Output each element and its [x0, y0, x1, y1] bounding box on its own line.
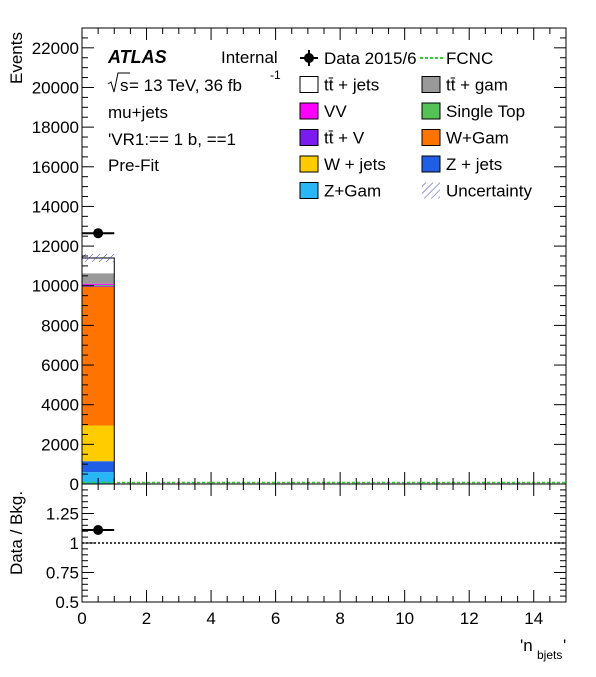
legend-marker — [304, 53, 314, 63]
x-tick-label-0: 0 — [77, 609, 86, 628]
main-y-axis: 0 2000 4000 6000 8000 10000 12000 14000 16000 180… — [32, 27, 566, 494]
data-points — [82, 228, 115, 239]
main-y-tick-label-5: 10000 — [32, 277, 79, 296]
x-tick-label-6: 12 — [460, 609, 479, 628]
region-label: 'VR1:== 1 b, ==1 — [108, 130, 236, 149]
stacked-bars — [81, 257, 115, 485]
x-tick-label-3: 6 — [271, 609, 280, 628]
legend-label-11: Uncertainty — [446, 182, 532, 201]
legend-label-6: tt̄ + V — [324, 129, 365, 148]
ratio-points — [82, 525, 115, 536]
bar-segment-3 — [82, 286, 115, 426]
legend-item-8: W + jets — [299, 155, 386, 174]
legend-swatch — [421, 155, 441, 173]
energy-prefix: s — [120, 76, 129, 95]
bar-segment-4 — [82, 285, 115, 287]
x-tick-label-4: 8 — [335, 609, 344, 628]
legend-swatch — [299, 182, 319, 199]
main-y-tick-label-2: 4000 — [41, 396, 79, 415]
bar-segment-1 — [82, 461, 115, 473]
x-axis-label-sub: bjets — [537, 648, 562, 662]
energy-label: s = 13 TeV, 36 fb -1 — [107, 68, 281, 95]
legend-swatch — [299, 129, 319, 146]
energy-superscript: -1 — [270, 68, 281, 82]
legend-item-3: tt̄ + gam — [421, 76, 508, 95]
legend-item-11: Uncertainty — [422, 182, 532, 201]
legend-item-1: FCNC — [420, 49, 493, 68]
annotations: ATLAS Internal s = 13 TeV, 36 fb -1 mu+j… — [107, 47, 281, 175]
channel-label: mu+jets — [108, 103, 168, 122]
legend-label-8: W + jets — [324, 155, 386, 174]
main-x-ticks — [81, 28, 567, 484]
legend-label-5: Single Top — [446, 102, 525, 121]
main-y-tick-label-0: 0 — [70, 475, 79, 494]
main-y-tick-label-8: 16000 — [32, 158, 79, 177]
ratio-y-axis: 0.5 0.75 1 1.25 — [46, 489, 566, 612]
ratio-y-tick-label-3: 1.25 — [46, 505, 79, 524]
bar-segment-2 — [82, 425, 115, 462]
uncertainty-rect — [82, 254, 115, 262]
x-axis-title: 'n bjets ' — [520, 636, 566, 662]
legend-label-0: Data 2015/6 — [324, 49, 417, 68]
fit-state-label: Pre-Fit — [108, 156, 159, 175]
legend-label-9: Z + jets — [446, 155, 502, 174]
ratio-y-tick-label-1: 0.75 — [46, 564, 79, 583]
legend-label-10: Z+Gam — [324, 182, 381, 201]
main-y-tick-label-3: 6000 — [41, 356, 79, 375]
legend-item-10: Z+Gam — [299, 182, 381, 201]
legend-label-4: VV — [324, 102, 347, 121]
x-tick-label-7: 14 — [524, 609, 543, 628]
bar-segment-6 — [82, 283, 115, 285]
legend-label-3: tt̄ + gam — [446, 76, 508, 95]
bar-segment-7 — [82, 273, 115, 284]
legend-swatch — [299, 102, 319, 120]
main-y-tick-label-9: 18000 — [32, 118, 79, 137]
uncertainty-band — [82, 254, 115, 262]
main-y-axis-label: Events — [7, 32, 26, 84]
main-y-tick-label-6: 12000 — [32, 237, 79, 256]
x-tick-label-1: 2 — [142, 609, 151, 628]
legend-swatch — [421, 76, 441, 93]
legend-label-1: FCNC — [446, 49, 493, 68]
x-axis-label-tail: ' — [563, 636, 566, 655]
x-tick-label-2: 4 — [206, 609, 215, 628]
ratio-y-tick-label-2: 1 — [70, 534, 79, 553]
x-axis: 0 2 4 6 8 10 12 14 — [77, 484, 567, 628]
main-panel: 0 2000 4000 6000 8000 10000 12000 14000 16000 180… — [7, 27, 567, 494]
legend-item-0: Data 2015/6 — [300, 49, 417, 68]
energy-text: = 13 TeV, 36 fb — [129, 76, 242, 95]
legend-label-2: tt̄ + jets — [324, 76, 379, 95]
main-y-tick-label-7: 14000 — [32, 197, 79, 216]
atlas-status-label: Internal — [221, 48, 278, 67]
legend-item-4: VV — [299, 102, 347, 121]
sqrt-sign — [107, 72, 130, 93]
x-tick-label-5: 10 — [395, 609, 414, 628]
ratio-panel: 0.5 0.75 1 1.25 0 2 4 6 8 10 12 14 Data / Bkg. — [7, 483, 567, 628]
legend-label-7: W+Gam — [446, 129, 509, 148]
data-point — [93, 228, 104, 239]
legend-item-7: W+Gam — [421, 129, 509, 148]
ratio-y-tick-label-0: 0.5 — [55, 593, 79, 612]
main-y-tick-label-1: 2000 — [41, 435, 79, 454]
main-y-tick-label-11: 22000 — [32, 39, 79, 58]
main-y-tick-label-10: 20000 — [32, 78, 79, 97]
legend: Data 2015/6 FCNC tt̄ + jets tt̄ + gam VV Sing… — [299, 49, 532, 201]
ratio-point-0 — [93, 525, 104, 536]
legend-swatch — [299, 155, 319, 173]
legend-swatch — [299, 76, 319, 93]
legend-swatch — [421, 129, 441, 146]
legend-swatch — [421, 102, 441, 120]
legend-item-2: tt̄ + jets — [299, 76, 379, 95]
x-axis-label-main: 'n — [520, 636, 533, 655]
legend-hatch — [422, 182, 440, 199]
bar-segment-5 — [82, 284, 115, 286]
legend-item-5: Single Top — [421, 102, 525, 121]
main-y-tick-label-4: 8000 — [41, 316, 79, 335]
legend-item-6: tt̄ + V — [299, 129, 365, 148]
main-frame — [81, 27, 567, 485]
ratio-y-axis-label: Data / Bkg. — [7, 491, 26, 575]
atlas-label: ATLAS — [107, 47, 167, 67]
legend-item-9: Z + jets — [421, 155, 502, 174]
